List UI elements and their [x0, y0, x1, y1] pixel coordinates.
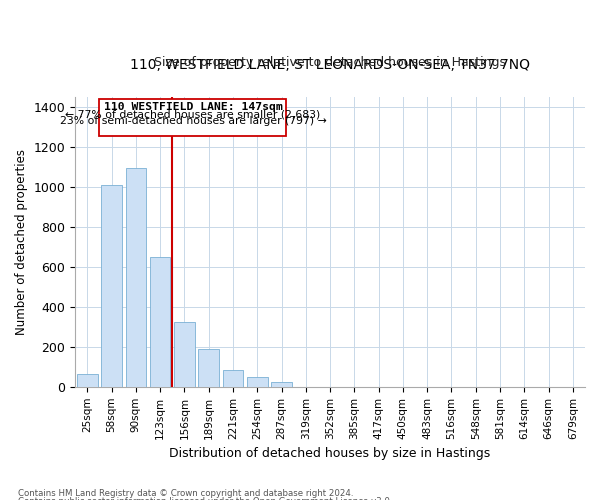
Bar — [174, 322, 195, 387]
Y-axis label: Number of detached properties: Number of detached properties — [15, 149, 28, 335]
Bar — [199, 349, 219, 387]
Bar — [223, 370, 243, 387]
Bar — [77, 374, 98, 387]
Text: 23% of semi-detached houses are larger (797) →: 23% of semi-detached houses are larger (… — [59, 116, 326, 126]
Text: Contains public sector information licensed under the Open Government Licence v3: Contains public sector information licen… — [18, 498, 392, 500]
Text: ← 77% of detached houses are smaller (2,683): ← 77% of detached houses are smaller (2,… — [65, 110, 320, 120]
X-axis label: Distribution of detached houses by size in Hastings: Distribution of detached houses by size … — [169, 447, 491, 460]
Bar — [100, 98, 286, 136]
Text: 110, WESTFIELD LANE, ST LEONARDS-ON-SEA, TN37 7NQ: 110, WESTFIELD LANE, ST LEONARDS-ON-SEA,… — [130, 58, 530, 72]
Title: Size of property relative to detached houses in Hastings: Size of property relative to detached ho… — [154, 56, 506, 69]
Bar — [150, 257, 170, 387]
Text: Contains HM Land Registry data © Crown copyright and database right 2024.: Contains HM Land Registry data © Crown c… — [18, 488, 353, 498]
Text: 110 WESTFIELD LANE: 147sqm: 110 WESTFIELD LANE: 147sqm — [104, 102, 282, 113]
Bar — [101, 185, 122, 387]
Bar — [271, 382, 292, 387]
Bar — [247, 377, 268, 387]
Bar — [125, 168, 146, 387]
